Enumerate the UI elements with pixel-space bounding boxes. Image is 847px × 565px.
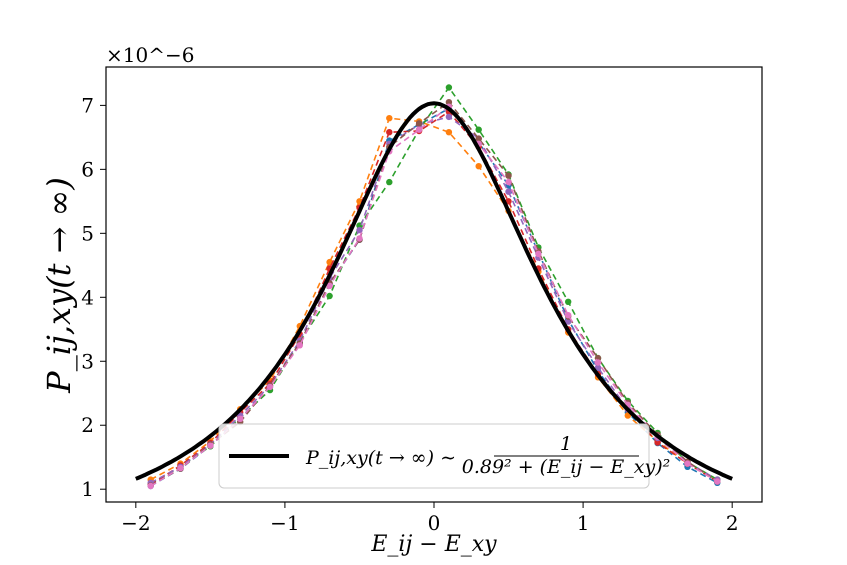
- offset-label: ×10^−6: [106, 43, 194, 67]
- data-point: [356, 226, 363, 234]
- x-tick-label: 2: [726, 511, 739, 535]
- x-tick-label: 0: [428, 511, 441, 535]
- data-point: [475, 135, 482, 142]
- plot-frame: [105, 66, 763, 503]
- x-axis: −2 −1 0 1 2: [121, 502, 739, 535]
- y-tick-label: 1: [81, 477, 94, 501]
- data-point: [505, 178, 512, 186]
- data-point: [594, 359, 602, 366]
- y-tick-label: 3: [81, 349, 94, 373]
- data-point: [684, 460, 691, 467]
- data-point: [326, 292, 333, 300]
- data-point: [326, 282, 333, 289]
- data-point: [356, 235, 363, 242]
- data-point: [296, 342, 303, 349]
- data-point: [386, 178, 393, 186]
- data-point: [475, 163, 482, 170]
- data-point: [386, 129, 393, 136]
- plot-area: [135, 84, 733, 490]
- series-line: [150, 101, 718, 487]
- data-point: [177, 464, 184, 472]
- data-point: [415, 126, 423, 133]
- y-tick-label: 7: [81, 93, 94, 117]
- y-tick-label: 6: [81, 157, 94, 181]
- x-tick-label: 1: [577, 511, 590, 535]
- legend: P_ij,xy(t → ∞) ∼ 1 0.89² + (E_ij − E_xy)…: [218, 423, 671, 489]
- data-point: [147, 482, 154, 490]
- x-tick-label: −1: [270, 511, 299, 535]
- data-point: [505, 172, 512, 179]
- data-point: [654, 439, 661, 446]
- legend-box: [218, 423, 650, 489]
- data-point: [445, 84, 453, 91]
- data-point: [207, 442, 214, 449]
- y-axis: 1 2 3 4 5 6 7: [81, 93, 106, 501]
- data-point: [386, 115, 393, 122]
- data-point: [505, 188, 512, 195]
- legend-fraction-denominator: 0.89² + (E_ij − E_xy)²: [462, 456, 671, 478]
- data-point: [594, 364, 602, 371]
- data-point: [266, 383, 274, 391]
- data-point: [535, 250, 542, 257]
- data-point: [445, 99, 453, 106]
- y-tick-label: 2: [81, 413, 94, 437]
- data-point: [445, 113, 453, 121]
- data-point: [714, 478, 721, 485]
- legend-label-main: P_ij,xy(t → ∞) ∼: [305, 447, 456, 469]
- data-point: [565, 312, 572, 319]
- data-point: [565, 298, 572, 305]
- data-point: [445, 129, 453, 136]
- data-point: [415, 120, 423, 127]
- data-point: [475, 126, 482, 133]
- y-tick-label: 4: [81, 285, 94, 309]
- x-axis-label: E_ij − E_xy: [370, 532, 497, 557]
- data-point: [237, 415, 244, 422]
- fit-curve: [135, 101, 733, 481]
- y-tick-label: 5: [81, 221, 94, 245]
- legend-fraction-numerator: 1: [560, 433, 572, 455]
- y-axis-label: P_ij,xy(t → ∞): [40, 177, 78, 394]
- x-tick-label: −2: [121, 511, 150, 535]
